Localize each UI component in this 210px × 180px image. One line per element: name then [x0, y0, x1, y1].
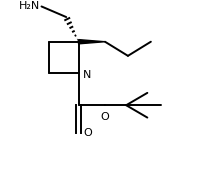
- Text: H₂N: H₂N: [18, 1, 40, 12]
- Text: N: N: [83, 70, 91, 80]
- Polygon shape: [79, 40, 105, 44]
- Text: O: O: [84, 129, 92, 138]
- Text: O: O: [101, 112, 109, 122]
